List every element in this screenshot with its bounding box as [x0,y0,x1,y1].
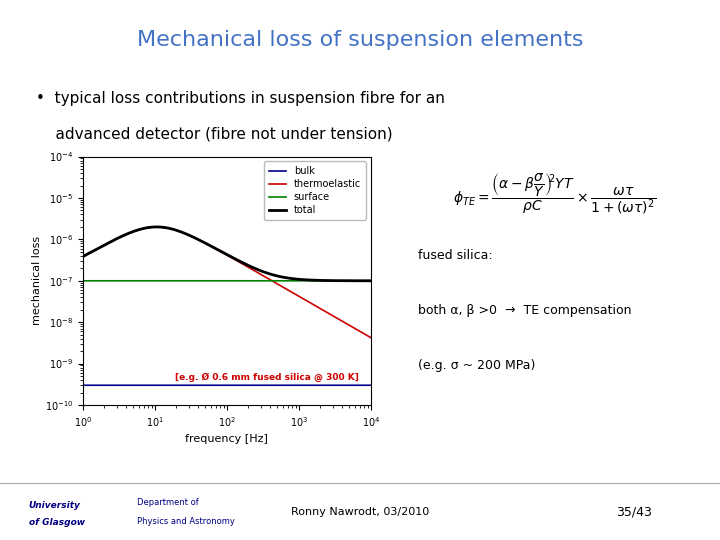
Legend: bulk, thermoelastic, surface, total: bulk, thermoelastic, surface, total [264,161,366,220]
Text: fused silica:: fused silica: [418,249,493,262]
Text: advanced detector (fibre not under tension): advanced detector (fibre not under tensi… [36,126,392,141]
Text: both α, β >0  →  TE compensation: both α, β >0 → TE compensation [418,304,632,317]
Text: of Glasgow: of Glasgow [29,518,85,527]
X-axis label: frequency [Hz]: frequency [Hz] [185,434,269,444]
Text: •  typical loss contributions in suspension fibre for an: • typical loss contributions in suspensi… [36,91,445,106]
Text: Department of: Department of [137,498,199,507]
Text: Physics and Astronomy: Physics and Astronomy [137,517,235,526]
Text: 35/43: 35/43 [616,505,652,518]
Text: Mechanical loss of suspension elements: Mechanical loss of suspension elements [137,30,583,51]
Text: [e.g. Ø 0.6 mm fused silica @ 300 K]: [e.g. Ø 0.6 mm fused silica @ 300 K] [175,373,359,382]
Y-axis label: mechanical loss: mechanical loss [32,236,42,326]
Text: (e.g. σ ~ 200 MPa): (e.g. σ ~ 200 MPa) [418,359,536,372]
Text: Ronny Nawrodt, 03/2010: Ronny Nawrodt, 03/2010 [291,507,429,517]
Text: University: University [29,501,81,510]
Text: $\phi_{TE} = \dfrac{\left(\alpha - \beta\dfrac{\sigma}{Y}\right)^{\!\!2} YT}{\rh: $\phi_{TE} = \dfrac{\left(\alpha - \beta… [453,171,656,216]
